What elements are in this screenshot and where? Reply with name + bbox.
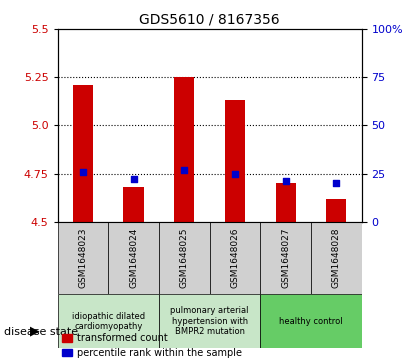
FancyBboxPatch shape (260, 294, 362, 348)
FancyBboxPatch shape (311, 222, 362, 294)
FancyBboxPatch shape (159, 294, 260, 348)
Bar (225, 101, 245, 222)
Text: idiopathic dilated
cardiomyopathy: idiopathic dilated cardiomyopathy (72, 312, 145, 331)
Bar (73, 85, 93, 222)
Bar (174, 77, 194, 222)
Text: GSM1648028: GSM1648028 (332, 228, 341, 288)
Point (232, 171, 238, 176)
Text: GSM1648027: GSM1648027 (281, 228, 290, 288)
Bar (123, 187, 144, 222)
Text: GSM1648026: GSM1648026 (231, 228, 240, 288)
Point (333, 180, 339, 186)
FancyBboxPatch shape (108, 222, 159, 294)
Legend: transformed count, percentile rank within the sample: transformed count, percentile rank withi… (62, 333, 242, 358)
Point (282, 179, 289, 184)
Text: pulmonary arterial
hypertension with
BMPR2 mutation: pulmonary arterial hypertension with BMP… (171, 306, 249, 336)
Title: GDS5610 / 8167356: GDS5610 / 8167356 (139, 12, 280, 26)
FancyBboxPatch shape (58, 222, 108, 294)
FancyBboxPatch shape (58, 294, 159, 348)
Text: GSM1648023: GSM1648023 (79, 228, 88, 288)
Point (130, 176, 137, 182)
Bar (326, 199, 346, 222)
Text: GSM1648025: GSM1648025 (180, 228, 189, 288)
FancyBboxPatch shape (260, 222, 311, 294)
Text: GSM1648024: GSM1648024 (129, 228, 138, 288)
Point (80, 169, 86, 175)
Text: ▶: ▶ (30, 325, 40, 338)
Bar (275, 183, 296, 222)
Text: healthy control: healthy control (279, 317, 343, 326)
Text: disease state: disease state (4, 327, 78, 337)
FancyBboxPatch shape (210, 222, 260, 294)
FancyBboxPatch shape (159, 222, 210, 294)
Point (181, 167, 187, 173)
